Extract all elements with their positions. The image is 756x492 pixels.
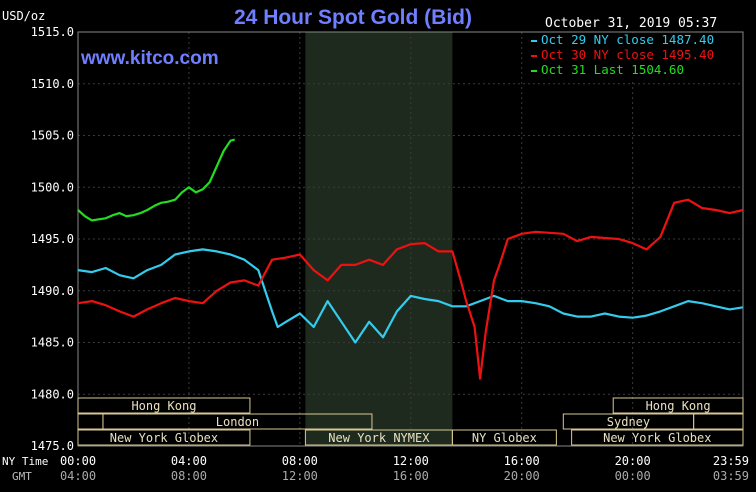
session-label: NY Globex — [472, 431, 537, 445]
website-label[interactable]: www.kitco.com — [80, 48, 219, 69]
ny-time-tick: 23:59 — [713, 454, 749, 468]
ny-time-label: NY Time — [2, 455, 48, 468]
gmt-tick: 04:00 — [60, 469, 96, 483]
x-axis-ticks: 00:0004:0004:0008:0008:0012:0012:0016:00… — [60, 454, 749, 483]
ny-time-tick: 12:00 — [393, 454, 429, 468]
session-label: Hong Kong — [646, 399, 711, 413]
gmt-tick: 16:00 — [393, 469, 429, 483]
series-line-2 — [77, 138, 235, 222]
gmt-tick: 20:00 — [504, 469, 540, 483]
gmt-tick: 08:00 — [171, 469, 207, 483]
legend-swatch — [531, 55, 537, 57]
session-label: Sydney — [607, 415, 650, 429]
chart-title: 24 Hour Spot Gold (Bid) — [234, 6, 472, 29]
session-box — [77, 429, 251, 446]
y-tick-label: 1505.0 — [31, 129, 74, 143]
data-series — [77, 138, 744, 380]
session-label: New York Globex — [603, 431, 711, 445]
legend-entry: Oct 29 NY close 1487.40 — [541, 32, 714, 47]
session-box — [612, 397, 744, 414]
legend-swatch — [531, 40, 537, 42]
session-label: Hong Kong — [131, 399, 196, 413]
session-label: New York Globex — [110, 431, 218, 445]
ny-time-tick: 16:00 — [504, 454, 540, 468]
trading-sessions: Hong Kong Hong Kong London Sydney New York G… — [77, 397, 744, 446]
legend-box — [527, 33, 739, 80]
ny-time-tick: 04:00 — [171, 454, 207, 468]
y-tick-label: 1475.0 — [31, 439, 74, 453]
gmt-tick: 12:00 — [282, 469, 318, 483]
legend-entry: Oct 31 Last 1504.60 — [541, 62, 684, 77]
legend-swatch — [531, 70, 537, 72]
plot-border — [77, 31, 744, 447]
y-tick-label: 1480.0 — [31, 387, 74, 401]
session-label: London — [216, 415, 259, 429]
ny-time-tick: 08:00 — [282, 454, 318, 468]
unit-label: USD/oz — [2, 9, 45, 23]
series-line-0 — [77, 248, 744, 344]
session-box — [451, 429, 557, 446]
y-tick-label: 1485.0 — [31, 336, 74, 350]
legend-entry: Oct 30 NY close 1495.40 — [541, 47, 714, 62]
gmt-label: GMT — [12, 470, 32, 483]
session-box — [693, 413, 744, 430]
session-box — [102, 413, 373, 430]
y-tick-label: 1510.0 — [31, 77, 74, 91]
ny-time-tick: 20:00 — [615, 454, 651, 468]
y-tick-label: 1495.0 — [31, 232, 74, 246]
y-tick-label: 1500.0 — [31, 180, 74, 194]
gmt-tick: 00:00 — [615, 469, 651, 483]
series-line-1 — [77, 198, 744, 380]
ny-time-tick: 00:00 — [60, 454, 96, 468]
y-tick-label: 1490.0 — [31, 284, 74, 298]
y-axis-ticks: 1515.0 1510.0 1505.0 1500.0 1495.0 1490.0 1485… — [31, 25, 74, 453]
session-box — [77, 397, 251, 414]
y-tick-label: 1515.0 — [31, 25, 74, 39]
session-box — [571, 429, 744, 446]
session-label: New York NYMEX — [328, 431, 430, 445]
gmt-tick: 03:59 — [713, 469, 749, 483]
timestamp: October 31, 2019 05:37 — [545, 16, 717, 31]
